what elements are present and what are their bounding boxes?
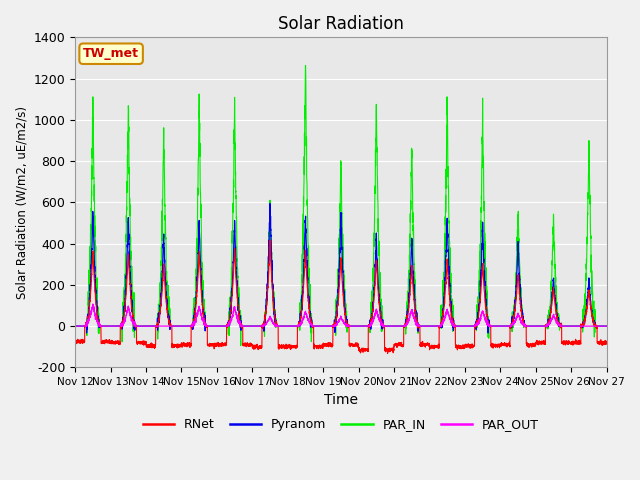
PAR_OUT (602, 323, 610, 329)
PAR_OUT (460, 323, 468, 329)
Pyranom (603, 323, 611, 329)
RNet (71, 337, 79, 343)
PAR_IN (237, 343, 244, 348)
RNet (384, 350, 392, 356)
PAR_OUT (431, 323, 438, 329)
RNet (460, 344, 468, 349)
PAR_IN (167, 323, 175, 328)
Pyranom (460, 323, 468, 329)
Text: TW_met: TW_met (83, 47, 139, 60)
Pyranom (321, 323, 329, 329)
Line: Pyranom: Pyranom (75, 204, 607, 333)
PAR_OUT (603, 323, 611, 329)
RNet (167, 321, 175, 327)
Pyranom (71, 323, 79, 329)
PAR_IN (603, 323, 611, 329)
RNet (490, 343, 498, 348)
PAR_OUT (167, 323, 175, 329)
Title: Solar Radiation: Solar Radiation (278, 15, 404, 33)
RNet (603, 341, 611, 347)
Y-axis label: Solar Radiation (W/m2, uE/m2/s): Solar Radiation (W/m2, uE/m2/s) (15, 106, 28, 299)
RNet (266, 238, 274, 243)
X-axis label: Time: Time (324, 393, 358, 407)
Pyranom (266, 201, 274, 206)
Line: PAR_OUT: PAR_OUT (75, 304, 607, 326)
PAR_IN (490, 323, 498, 329)
PAR_IN (301, 62, 309, 68)
Line: PAR_IN: PAR_IN (75, 65, 607, 346)
Pyranom (431, 323, 438, 329)
PAR_OUT (490, 323, 498, 329)
PAR_OUT (89, 301, 97, 307)
Pyranom (83, 330, 90, 336)
PAR_IN (321, 323, 329, 329)
Pyranom (167, 323, 175, 329)
PAR_IN (71, 323, 79, 329)
PAR_IN (460, 323, 468, 329)
Line: RNet: RNet (75, 240, 607, 353)
RNet (431, 345, 438, 351)
PAR_IN (602, 323, 610, 329)
PAR_IN (431, 323, 438, 329)
PAR_OUT (71, 323, 79, 329)
RNet (602, 341, 610, 347)
Pyranom (490, 323, 498, 329)
RNet (321, 341, 329, 347)
Pyranom (602, 323, 610, 329)
PAR_OUT (321, 323, 329, 329)
Legend: RNet, Pyranom, PAR_IN, PAR_OUT: RNet, Pyranom, PAR_IN, PAR_OUT (138, 413, 544, 436)
